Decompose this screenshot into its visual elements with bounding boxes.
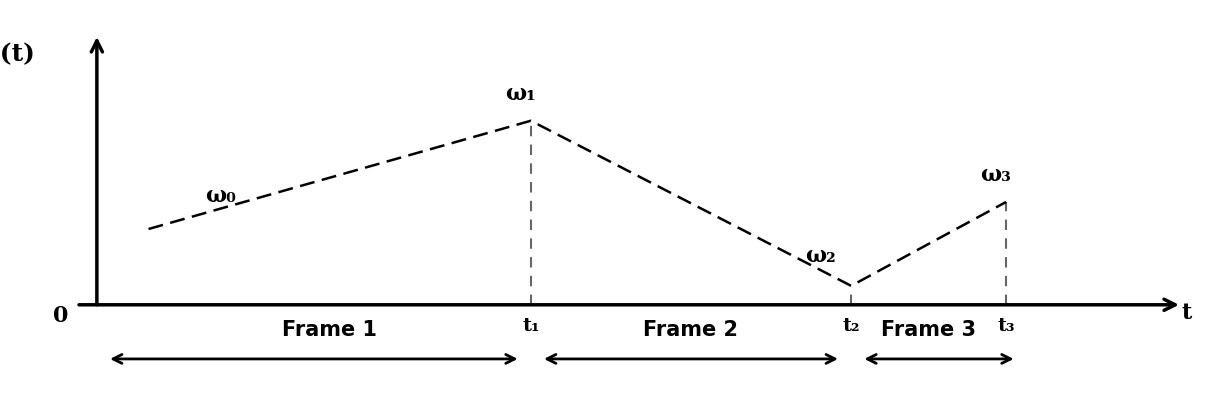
Text: Frame 3: Frame 3 (881, 320, 977, 340)
Text: t₁: t₁ (523, 317, 540, 335)
Text: ω₃: ω₃ (980, 164, 1011, 186)
Text: Frame 1: Frame 1 (282, 320, 377, 340)
Text: t₂: t₂ (843, 317, 860, 335)
Text: ω₁: ω₁ (506, 82, 536, 105)
Text: t₃: t₃ (998, 317, 1015, 335)
Text: ω(t): ω(t) (0, 42, 34, 66)
Text: ω₂: ω₂ (805, 245, 836, 267)
Text: t: t (1182, 302, 1193, 324)
Text: 0: 0 (53, 304, 69, 327)
Text: ω₀: ω₀ (205, 185, 237, 207)
Text: Frame 2: Frame 2 (643, 320, 739, 340)
